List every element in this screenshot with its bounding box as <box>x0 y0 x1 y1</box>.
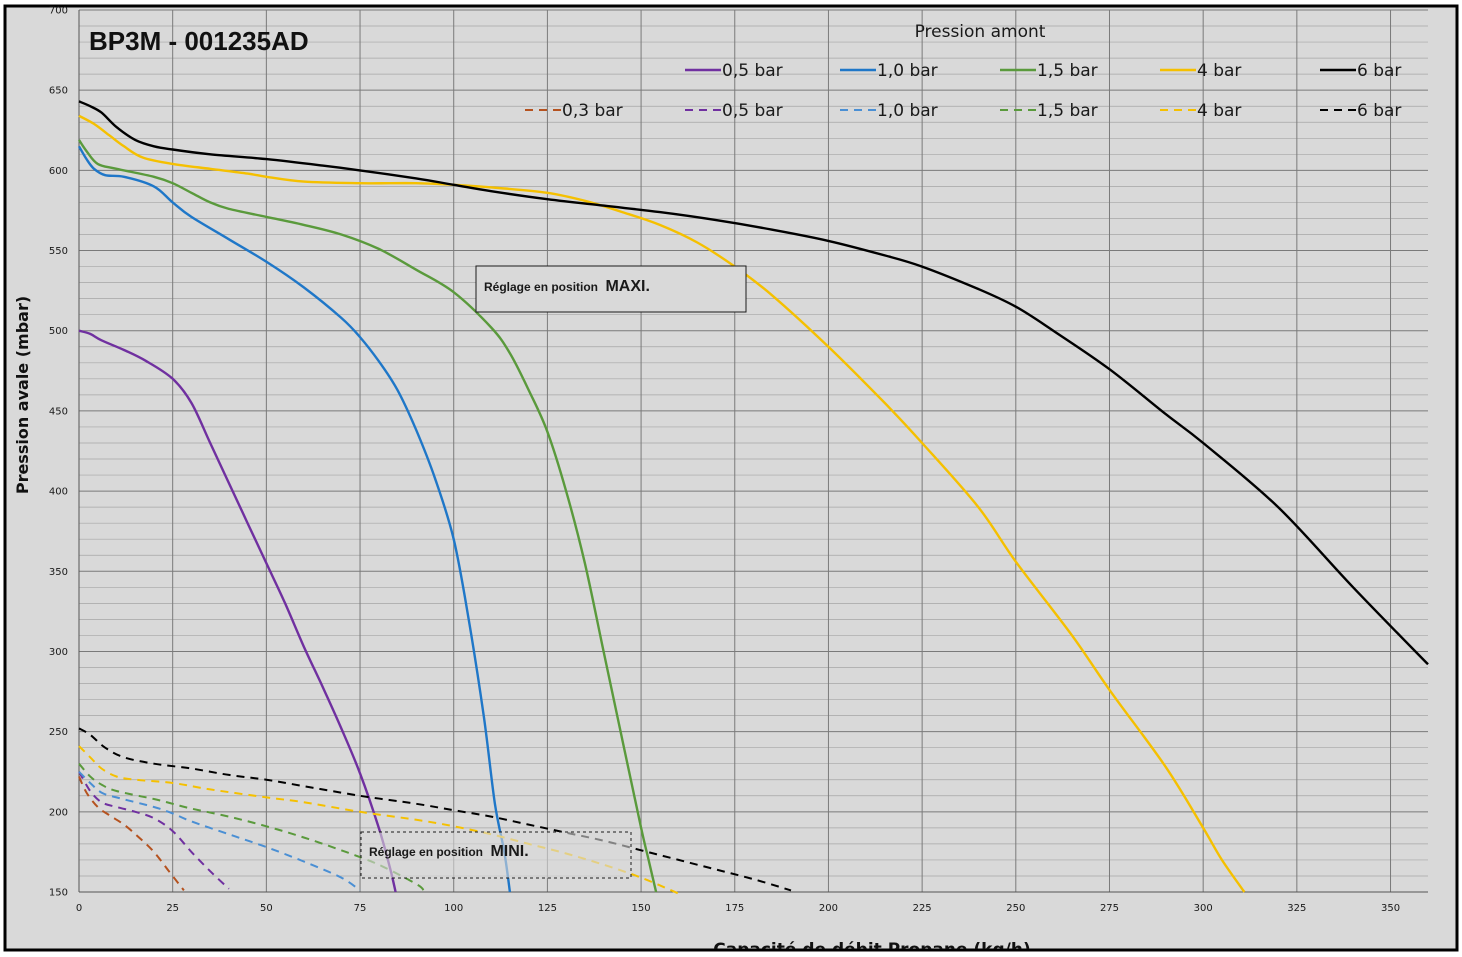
x-tick-label: 175 <box>725 903 744 914</box>
x-tick-label: 325 <box>1287 903 1306 914</box>
series-line-solid-4-bar <box>78 114 1246 893</box>
x-axis-label: Capacité de débit Propane (kg/h) <box>713 940 1030 957</box>
series-line-solid-1-5-bar <box>77 139 658 893</box>
legend: Pression amont 0,5 bar 1,0 bar 1,5 bar 4 ba… <box>525 22 1401 121</box>
x-tick-label: 350 <box>1381 903 1400 914</box>
x-tick-label: 200 <box>819 903 838 914</box>
x-tick-label: 300 <box>1194 903 1213 914</box>
legend-label: 1,0 bar <box>877 61 938 81</box>
legend-label: 0,3 bar <box>562 101 623 121</box>
x-tick-label: 275 <box>1100 903 1119 914</box>
x-tick-label: 75 <box>354 903 367 914</box>
annotation-mini-label: Réglage en position MINI. <box>369 843 529 860</box>
y-tick-label: 500 <box>49 326 68 337</box>
legend-label: 6 bar <box>1357 61 1401 81</box>
x-tick-label: 225 <box>913 903 932 914</box>
series-line-dashed-0-5-bar <box>78 771 230 890</box>
series-line-solid-1-0-bar <box>77 145 512 893</box>
series-line-dashed-6-bar <box>78 727 792 892</box>
annotation-maxi-box <box>475 265 747 313</box>
grid <box>78 9 1428 893</box>
x-tick-label: 250 <box>1006 903 1025 914</box>
tick-labels: 0 25 50 75 100 125 150 175 200 225 250 275 300 325 350… <box>49 6 1400 915</box>
legend-label: 4 bar <box>1197 101 1241 121</box>
y-tick-label: 400 <box>49 487 68 498</box>
series-line-solid-6-bar <box>78 100 1429 666</box>
y-tick-label: 300 <box>49 647 68 658</box>
legend-label: 6 bar <box>1357 101 1401 121</box>
y-tick-label: 350 <box>49 567 68 578</box>
x-tick-label: 50 <box>260 903 273 914</box>
y-tick-label: 550 <box>49 246 68 257</box>
annotation-mini-box <box>360 831 632 879</box>
y-axis-label: Pression avale (mbar) <box>13 296 32 494</box>
y-tick-label: 600 <box>49 166 68 177</box>
legend-label: 1,0 bar <box>877 101 938 121</box>
legend-label: 0,5 bar <box>722 61 783 81</box>
x-tick-label: 25 <box>166 903 179 914</box>
y-tick-label: 150 <box>49 888 68 899</box>
y-tick-label: 450 <box>49 406 68 417</box>
series-lines <box>77 100 1429 895</box>
series-line-dashed-1-0-bar <box>78 770 361 892</box>
plot-area <box>79 10 1428 892</box>
x-tick-label: 100 <box>444 903 463 914</box>
chart-title: BP3M - 001235AD <box>89 26 309 56</box>
series-line-solid-0-5-bar <box>78 329 397 893</box>
annotation-mini: Réglage en position MINI. <box>360 831 632 879</box>
series-line-dashed-1-5-bar <box>78 763 425 892</box>
legend-label: 1,5 bar <box>1037 101 1098 121</box>
legend-title: Pression amont <box>915 22 1046 42</box>
x-tick-label: 150 <box>632 903 651 914</box>
legend-label: 4 bar <box>1197 61 1241 81</box>
x-tick-label: 0 <box>76 903 82 914</box>
legend-label: 0,5 bar <box>722 101 783 121</box>
y-tick-label: 250 <box>49 727 68 738</box>
y-tick-label: 650 <box>49 86 68 97</box>
legend-label: 1,5 bar <box>1037 61 1098 81</box>
y-tick-label: 200 <box>49 807 68 818</box>
annotation-maxi: Réglage en position MAXI. <box>475 265 747 313</box>
x-tick-label: 125 <box>538 903 557 914</box>
annotation-maxi-label: Réglage en position MAXI. <box>484 278 650 295</box>
y-tick-label: 700 <box>49 6 68 17</box>
